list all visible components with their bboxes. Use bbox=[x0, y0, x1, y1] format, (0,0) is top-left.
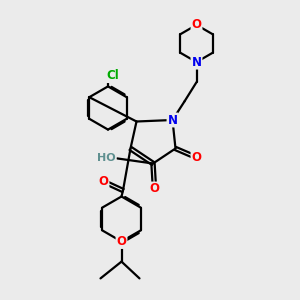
Text: O: O bbox=[116, 235, 127, 248]
Text: O: O bbox=[191, 18, 202, 32]
Text: N: N bbox=[191, 56, 202, 69]
Text: Cl: Cl bbox=[106, 69, 119, 82]
Text: O: O bbox=[191, 151, 202, 164]
Text: N: N bbox=[167, 113, 178, 127]
Text: O: O bbox=[149, 182, 160, 196]
Text: O: O bbox=[98, 175, 109, 188]
Text: HO: HO bbox=[97, 153, 116, 164]
